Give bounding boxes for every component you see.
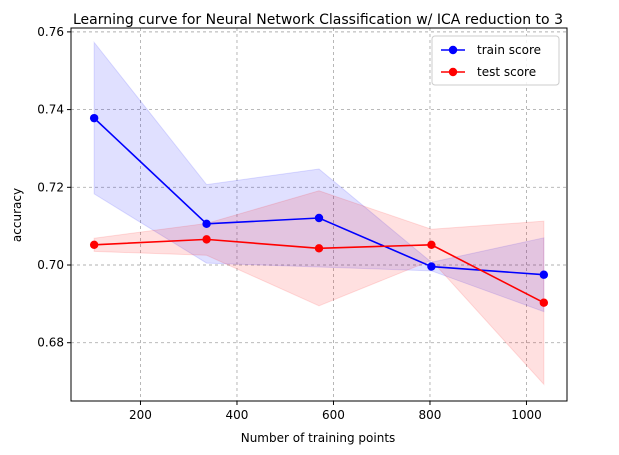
legend-label-train-score: train score [477, 43, 541, 57]
y-tick-label: 0.70 [37, 258, 64, 272]
legend-marker-train-score [448, 45, 458, 55]
y-tick-label: 0.76 [37, 25, 64, 39]
train-score-point [202, 219, 211, 229]
legend-marker-test-score [448, 67, 458, 77]
y-axis-label: accuracy [10, 188, 24, 242]
grid-lines [71, 28, 567, 401]
test-score-point [539, 298, 549, 307]
y-axis-ticks: 0.68 0.70 0.72 0.74 0.76 [37, 25, 71, 350]
train-score-band [93, 40, 545, 313]
x-axis-ticks: 200 400 600 800 1000 [129, 401, 542, 422]
train-score-point [427, 262, 436, 271]
chart-title: Learning curve for Neural Network Classi… [73, 12, 563, 28]
x-tick-label: 400 [226, 408, 249, 422]
legend: train score test score [431, 35, 560, 86]
plot-frame [70, 27, 568, 402]
train-score-point [89, 113, 99, 123]
y-tick-label: 0.74 [37, 103, 64, 117]
x-tick-label: 1000 [511, 408, 542, 422]
series-points [89, 113, 549, 307]
train-score-point [539, 270, 549, 279]
train-score-point [314, 213, 324, 223]
legend-label-test-score: test score [477, 65, 536, 79]
test-score-point [202, 235, 211, 244]
y-tick-label: 0.68 [37, 336, 64, 350]
test-score-point [427, 240, 436, 250]
test-score-point [314, 244, 324, 253]
x-tick-label: 800 [419, 408, 442, 422]
y-tick-label: 0.72 [37, 180, 64, 194]
x-tick-label: 600 [322, 408, 345, 422]
test-score-point [89, 240, 99, 250]
confidence-bands [93, 40, 545, 386]
x-tick-label: 200 [129, 408, 152, 422]
x-axis-label: Number of training points [241, 431, 396, 445]
